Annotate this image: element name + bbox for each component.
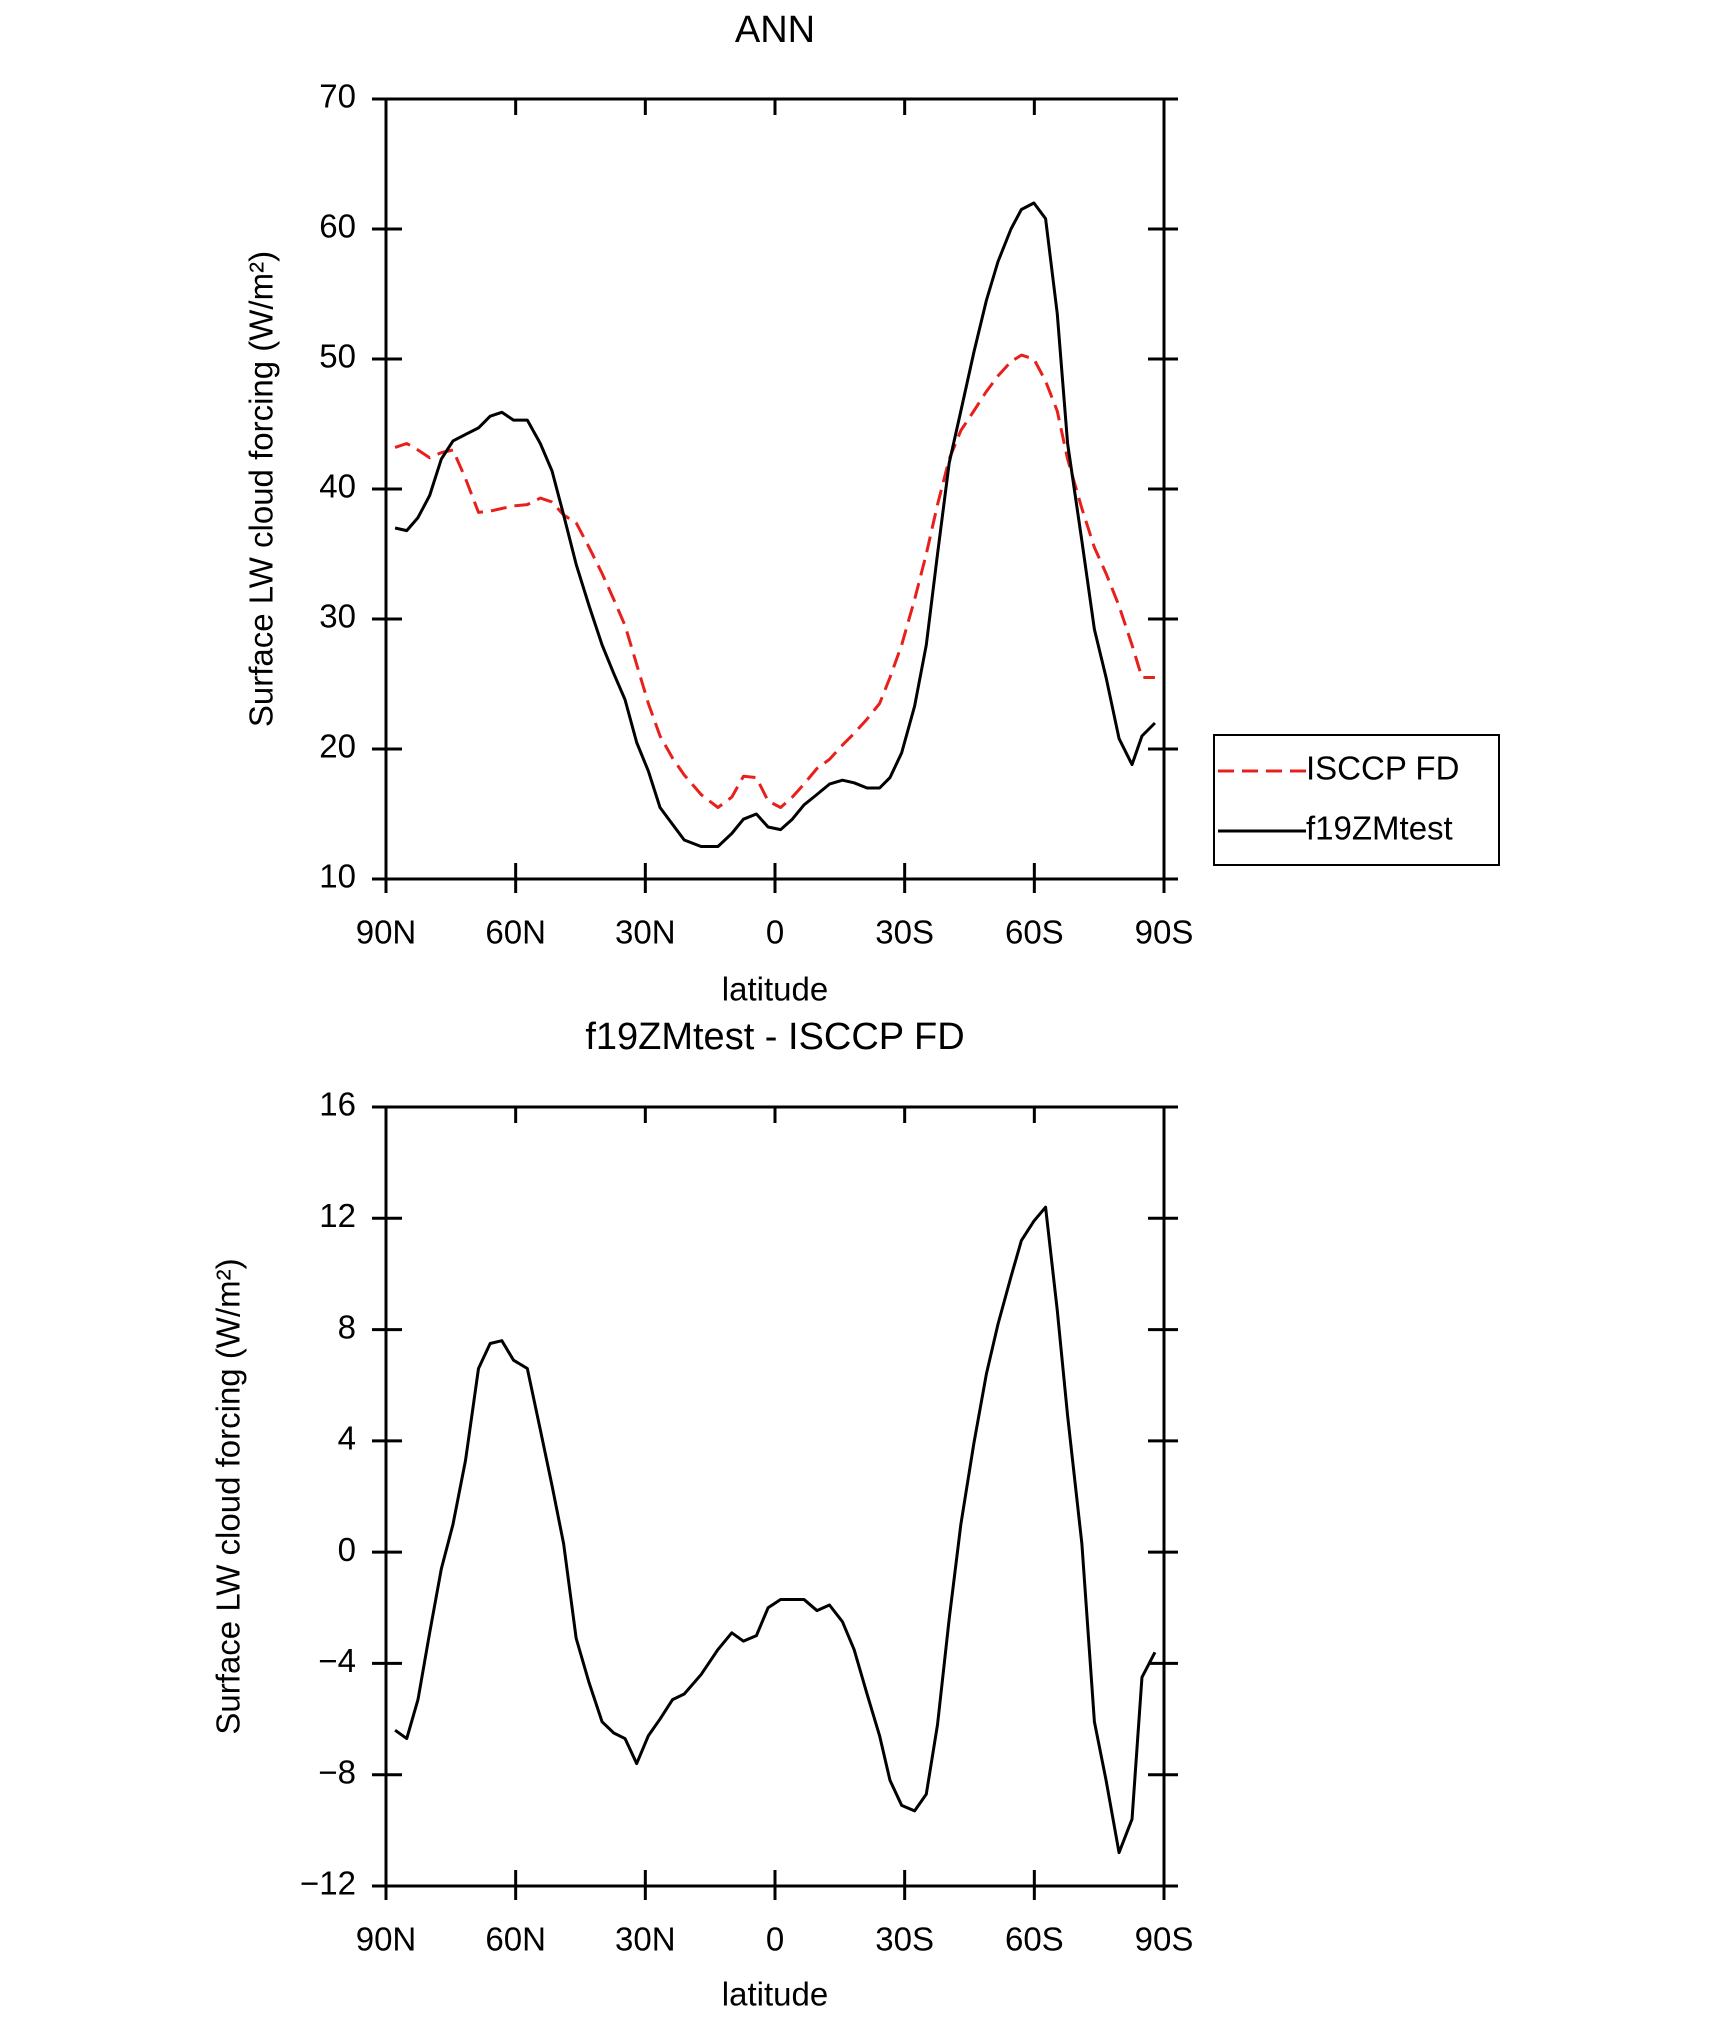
chart-title: f19ZMtest - ISCCP FD (585, 1016, 964, 1058)
data-line (394, 353, 1155, 809)
x-tick-label: 90S (1135, 914, 1194, 951)
y-tick-label: 0 (338, 1531, 356, 1568)
y-axis-label: Surface LW cloud forcing (W/m²) (243, 251, 280, 727)
y-tick-label: −8 (318, 1753, 356, 1790)
chart-title: ANN (735, 9, 815, 51)
x-tick-label: 0 (766, 914, 784, 951)
plot-frame (384, 97, 1166, 881)
y-tick-label: 4 (338, 1420, 356, 1457)
y-tick-label: 50 (319, 338, 356, 375)
legend-box (1213, 734, 1500, 866)
y-tick-label: −4 (318, 1642, 356, 1679)
y-tick-label: 70 (319, 78, 356, 115)
y-tick-label: 16 (319, 1086, 356, 1123)
y-tick-label: 10 (319, 858, 356, 895)
x-tick-label: 60N (485, 914, 546, 951)
y-tick-label: −12 (300, 1865, 356, 1902)
y-tick-label: 12 (319, 1197, 356, 1234)
y-tick-label: 60 (319, 208, 356, 245)
legend-label: ISCCP FD (1306, 750, 1459, 787)
x-tick-label: 30N (615, 1921, 676, 1958)
x-tick-label: 0 (766, 1921, 784, 1958)
x-tick-label: 30S (875, 1921, 934, 1958)
x-tick-label: 90S (1135, 1921, 1194, 1958)
y-axis-label: Surface LW cloud forcing (W/m²) (210, 1258, 247, 1734)
plot: ANN latitude Surface LW cloud forcing (W/m… (243, 9, 1500, 1008)
x-tick-label: 60S (1005, 1921, 1064, 1958)
data-line (394, 1205, 1157, 1855)
legend-label: f19ZMtest (1306, 810, 1453, 847)
data-line (394, 201, 1156, 848)
y-tick-label: 40 (319, 468, 356, 505)
y-tick-label: 20 (319, 728, 356, 765)
x-axis-label: latitude (722, 971, 828, 1008)
plot: f19ZMtest - ISCCP FD latitude Surface LW c… (210, 1016, 1194, 2013)
x-tick-label: 90N (356, 1921, 417, 1958)
x-tick-label: 90N (356, 914, 417, 951)
x-tick-label: 60N (485, 1921, 546, 1958)
x-tick-label: 30S (875, 914, 934, 951)
x-tick-label: 30N (615, 914, 676, 951)
x-axis-label: latitude (722, 1976, 828, 2013)
y-tick-label: 30 (319, 598, 356, 635)
x-tick-label: 60S (1005, 914, 1064, 951)
y-tick-label: 8 (338, 1308, 356, 1345)
